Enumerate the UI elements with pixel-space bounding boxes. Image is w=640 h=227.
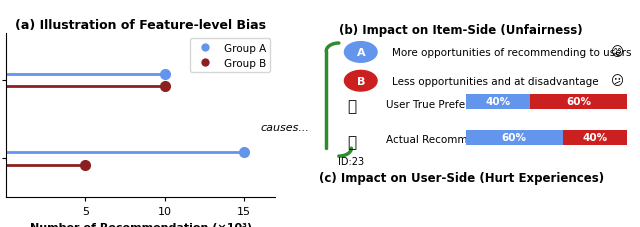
Bar (466, 130, 563, 145)
Text: A: A (356, 48, 365, 58)
Text: 🧍: 🧍 (347, 134, 356, 149)
Text: 40%: 40% (486, 97, 511, 107)
Text: 🧍: 🧍 (347, 99, 356, 114)
Bar (531, 95, 627, 109)
Text: 60%: 60% (566, 97, 591, 107)
Text: (c) Impact on User-Side (Hurt Experiences): (c) Impact on User-Side (Hurt Experience… (319, 171, 604, 184)
Bar (466, 95, 531, 109)
Text: (b) Impact on Item-Side (Unfairness): (b) Impact on Item-Side (Unfairness) (339, 24, 583, 37)
Text: 😊: 😊 (611, 46, 624, 59)
Title: (a) Illustration of Feature-level Bias: (a) Illustration of Feature-level Bias (15, 19, 266, 32)
Bar (563, 130, 627, 145)
Text: ID:23: ID:23 (339, 157, 364, 167)
Circle shape (344, 42, 377, 63)
Text: 😕: 😕 (611, 75, 624, 88)
Text: B: B (356, 76, 365, 86)
Text: 60%: 60% (502, 133, 527, 143)
Text: 40%: 40% (582, 133, 607, 143)
Circle shape (344, 71, 377, 92)
Text: More opportunities of recommending to users: More opportunities of recommending to us… (392, 48, 632, 58)
Legend: Group A, Group B: Group A, Group B (190, 39, 270, 73)
X-axis label: Number of Recommendation (×10³): Number of Recommendation (×10³) (29, 222, 252, 227)
Text: Actual Recommendation:: Actual Recommendation: (386, 135, 517, 145)
Text: User True Preference:: User True Preference: (386, 99, 498, 109)
Text: causes...: causes... (260, 122, 309, 132)
Text: Less opportunities and at disadvantage: Less opportunities and at disadvantage (392, 76, 599, 86)
